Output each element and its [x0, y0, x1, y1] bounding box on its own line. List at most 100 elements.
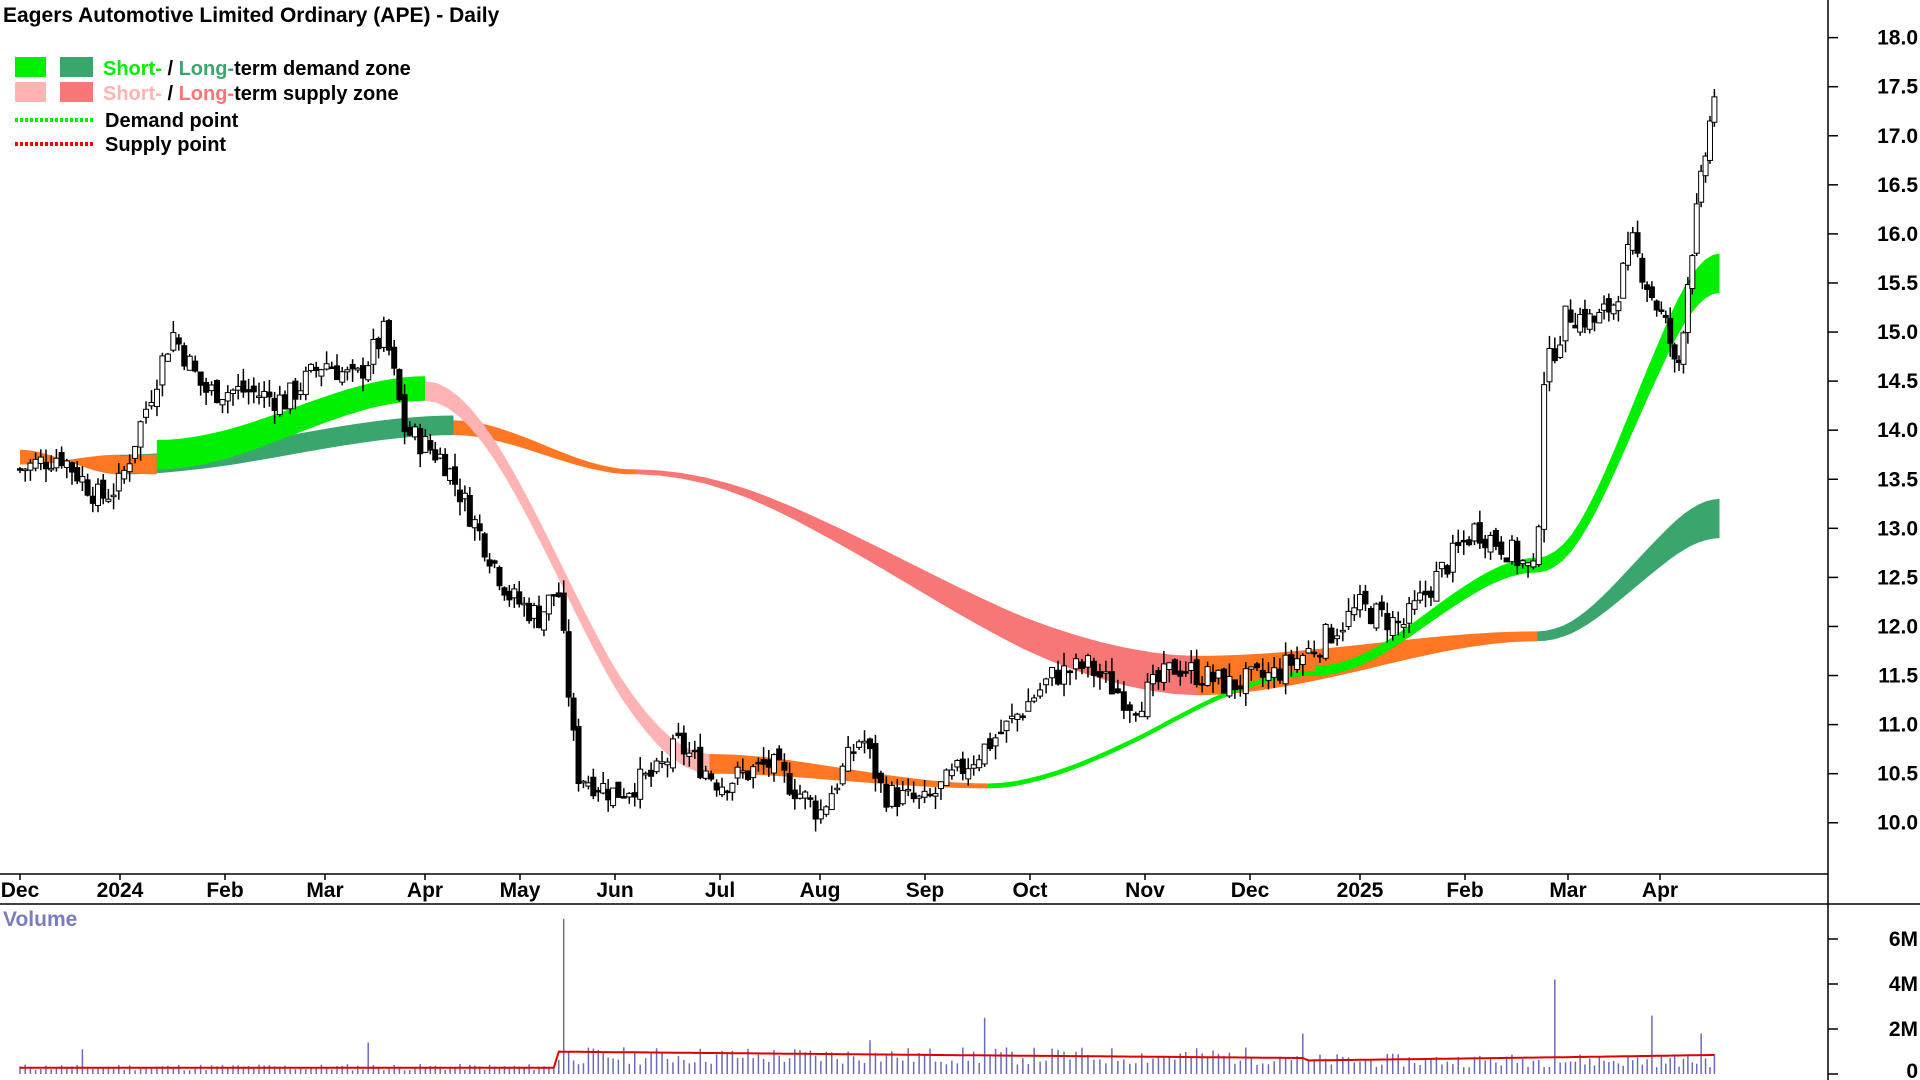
candle-body: [861, 740, 868, 744]
candle-body: [626, 792, 633, 798]
candle-body: [496, 566, 503, 587]
candle-body: [452, 466, 459, 485]
legend-demand-point: Demand point: [105, 110, 239, 132]
candle-body: [932, 793, 939, 797]
candle-body: [481, 533, 488, 558]
candle-body: [605, 788, 612, 801]
candle-body: [1503, 557, 1510, 563]
candle-body: [461, 492, 468, 500]
chart-title: Eagers Automotive Limited Ordinary (APE)…: [3, 4, 500, 27]
x-tick-label: Dec: [1231, 879, 1270, 902]
candle-body: [976, 759, 983, 769]
candle-body: [380, 320, 387, 348]
price-tick-label: 18.0: [1877, 27, 1918, 50]
candle-body: [69, 462, 75, 473]
candle-body: [1305, 647, 1312, 654]
candle-body: [1438, 561, 1445, 570]
candle-body: [1684, 284, 1691, 334]
legend-demand-long: Long-: [179, 58, 235, 80]
candle-body: [1160, 663, 1167, 683]
candle-body: [354, 367, 361, 371]
candle-body: [1108, 671, 1115, 695]
candle-body: [1188, 662, 1195, 671]
candle-body: [585, 782, 592, 787]
candle-body: [776, 748, 783, 761]
candle-body: [1210, 671, 1217, 683]
price-tick-label: 16.5: [1877, 174, 1918, 197]
candle-body: [1427, 590, 1434, 598]
candle-body: [910, 792, 917, 800]
candle-body: [1498, 541, 1505, 555]
candle-body: [313, 366, 320, 372]
candle-body: [550, 594, 557, 597]
candle-body: [365, 365, 372, 381]
candle-body: [555, 592, 562, 598]
candle-body: [620, 796, 627, 799]
candle-body: [447, 468, 454, 481]
candle-body: [1567, 309, 1574, 323]
candle-body: [245, 389, 252, 393]
short-term-zone-band: [988, 670, 1316, 789]
candle-body: [823, 806, 830, 815]
candle-body: [595, 789, 602, 793]
candle-body: [1525, 562, 1532, 567]
candle-body: [771, 754, 777, 774]
candle-body: [1067, 670, 1074, 674]
candle-body: [1193, 659, 1200, 685]
candle-body: [276, 394, 283, 416]
candle-body: [802, 791, 809, 799]
candle-body: [954, 760, 961, 768]
candle-body: [308, 363, 314, 371]
candle-body: [899, 789, 906, 805]
candle-body: [148, 401, 155, 407]
short-term-zone-band: [1316, 557, 1538, 676]
candle-body: [1271, 667, 1278, 678]
price-tick-label: 16.0: [1877, 223, 1918, 246]
candle-body: [84, 479, 91, 496]
candle-body: [1395, 620, 1402, 624]
candle-body: [669, 738, 676, 769]
candle-body: [27, 462, 34, 471]
volume-axis-ticks: 0 2M 4M 6M: [1828, 928, 1918, 1080]
candle-body: [175, 337, 182, 345]
price-tick-label: 11.5: [1878, 665, 1918, 688]
candle-body: [412, 426, 418, 438]
price-tick-label: 15.0: [1877, 321, 1918, 344]
candle-body: [1449, 542, 1456, 573]
candle-body: [1711, 96, 1718, 123]
x-tick-label: Oct: [1012, 879, 1047, 902]
legend-demand-zone: Short- / Long-term demand zone: [103, 58, 411, 80]
legend-long-supply-swatch: [60, 82, 93, 102]
candle-body: [1316, 654, 1323, 658]
candle-body: [675, 732, 682, 737]
candle-body: [545, 594, 552, 615]
candle-body: [1288, 654, 1295, 666]
volume-average-line: [20, 1050, 1715, 1069]
candle-body: [1061, 665, 1068, 685]
candle-body: [1698, 170, 1705, 203]
candle-body: [1400, 624, 1407, 628]
candle-body: [872, 743, 879, 779]
candle-body: [659, 761, 666, 764]
volume-tick-label: 0: [1906, 1060, 1918, 1080]
candle-body: [344, 369, 351, 373]
candle-body: [58, 452, 65, 467]
candle-body: [1605, 298, 1612, 313]
candle-body: [511, 588, 518, 599]
candle-body: [1433, 570, 1440, 602]
legend-long-demand-swatch: [60, 57, 93, 77]
candle-body: [1311, 651, 1318, 655]
candle-body: [334, 365, 340, 381]
short-term-zone-band: [156, 376, 426, 470]
candle-body: [506, 590, 513, 601]
legend: Short- / Long-term demand zone Short- / …: [15, 57, 411, 156]
candle-body: [170, 332, 177, 351]
candle-body: [121, 469, 128, 480]
candle-body: [888, 784, 895, 807]
candle-body: [370, 338, 377, 365]
candle-body: [1551, 348, 1558, 362]
candle-body: [1417, 592, 1424, 601]
candle-body: [1237, 685, 1244, 690]
candle-body: [1031, 697, 1038, 702]
